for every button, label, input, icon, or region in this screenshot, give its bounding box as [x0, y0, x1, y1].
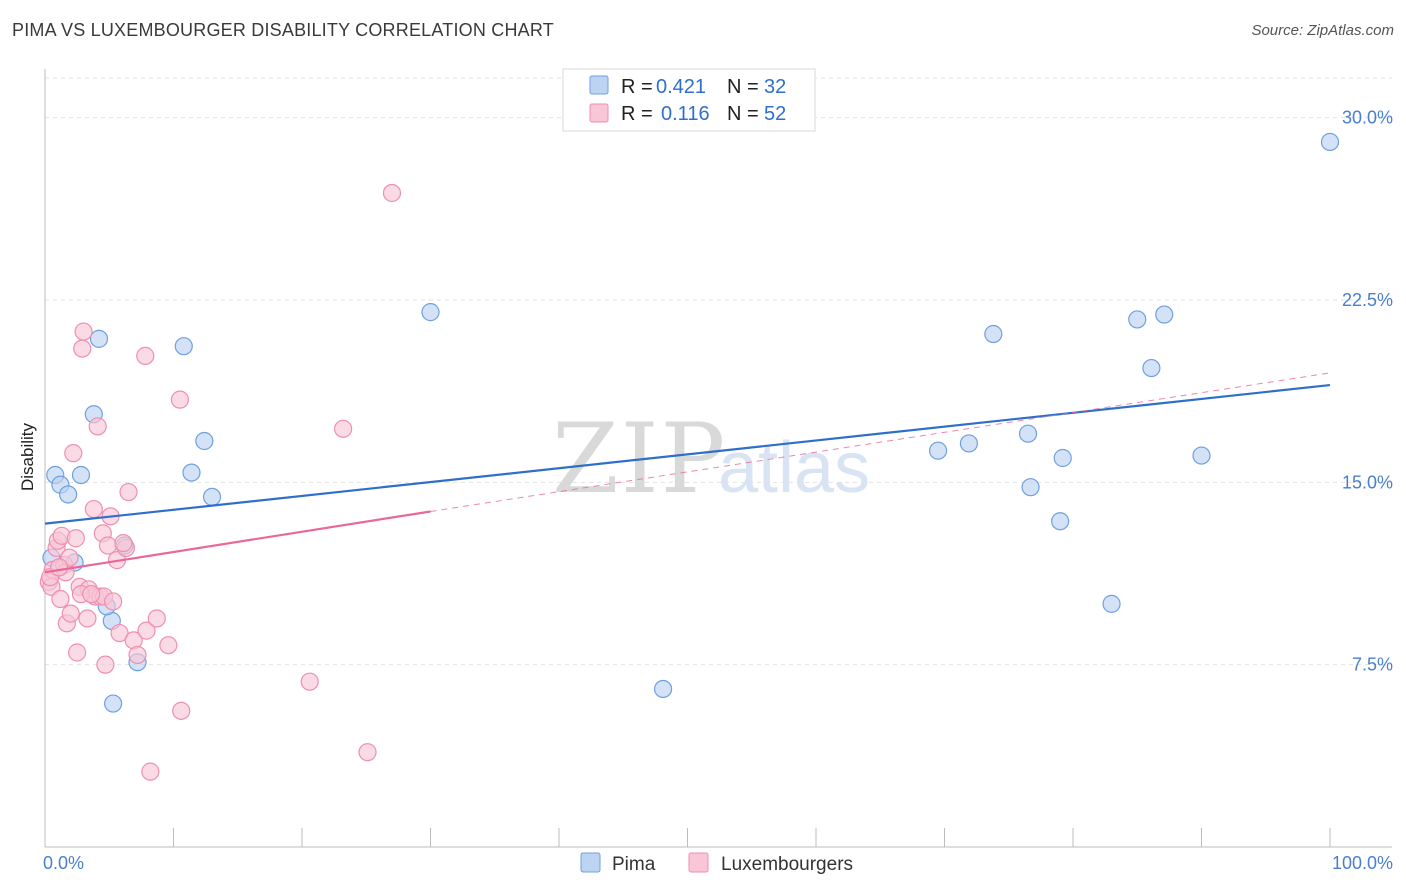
lux-point	[147, 609, 166, 628]
lux-point	[104, 592, 123, 611]
lux-point	[98, 536, 118, 555]
lux-point	[382, 183, 402, 203]
chart-title: PIMA VS LUXEMBOURGER DISABILITY CORRELAT…	[12, 20, 554, 40]
bottom-legend-swatch-lux	[688, 852, 709, 873]
legend-n-label-lux: N =	[727, 103, 759, 125]
pima-point	[1102, 594, 1121, 613]
y-tick-label: 15.0%	[1342, 472, 1393, 492]
y-tick-label: 7.5%	[1352, 655, 1393, 675]
lux-point	[84, 499, 103, 519]
lux-point	[358, 743, 377, 762]
lux-point	[64, 444, 83, 463]
watermark-atlas: atlas	[718, 428, 870, 508]
lux-point	[66, 529, 85, 548]
pima-point	[195, 431, 214, 451]
source-label: Source: ZipAtlas.com	[1251, 22, 1394, 39]
lux-point	[51, 589, 70, 609]
lux-point	[68, 643, 87, 662]
lux-trend-line	[44, 510, 431, 574]
pima-point	[421, 303, 440, 322]
axis-layer	[44, 69, 1392, 848]
legend-n-value-lux: 52	[764, 103, 786, 125]
x-tick-label: 0.0%	[43, 853, 84, 873]
legend-r-value-lux: 0.116	[661, 103, 710, 125]
pima-point	[1021, 478, 1040, 497]
pima-point	[984, 324, 1003, 344]
legend-n-label-pima: N =	[727, 76, 759, 98]
lux-point	[128, 645, 147, 665]
pima-point	[1192, 446, 1211, 465]
y-tick-label: 30.0%	[1342, 108, 1393, 128]
trend-layer	[44, 372, 1331, 574]
bottom-legend: Pima Luxembourgers	[580, 852, 853, 875]
lux-point	[172, 701, 191, 720]
pima-trend-line	[44, 383, 1331, 525]
lux-point	[119, 482, 138, 502]
pima-point	[1051, 512, 1070, 531]
legend-r-label-pima: R =	[621, 76, 653, 98]
lux-point	[110, 623, 129, 643]
lux-point	[170, 390, 190, 409]
pima-point	[104, 694, 123, 713]
pima-point	[71, 465, 91, 485]
lux-point	[114, 533, 133, 553]
grid-layer	[45, 77, 1392, 666]
bottom-legend-swatch-pima	[580, 852, 601, 873]
lux-point	[82, 585, 101, 604]
lux-point	[74, 322, 93, 341]
pima-point	[1018, 424, 1038, 443]
lux-point	[78, 609, 97, 628]
lux-point	[136, 346, 155, 365]
pima-point	[1053, 448, 1072, 468]
lux-point	[137, 621, 156, 640]
legend: R = 0.421 N = 32 R = 0.116 N = 52	[562, 68, 816, 132]
points-layer	[39, 132, 1340, 781]
legend-swatch-pima	[589, 75, 609, 95]
pima-point	[1320, 132, 1340, 152]
legend-n-value-pima: 32	[764, 76, 786, 98]
pima-point	[928, 441, 948, 460]
pima-point	[89, 329, 109, 348]
pima-point	[1155, 305, 1174, 324]
bottom-legend-label-pima: Pima	[612, 854, 656, 875]
pima-point	[174, 337, 193, 356]
legend-r-value-pima: 0.421	[656, 76, 706, 98]
y-tick-label: 22.5%	[1342, 290, 1393, 310]
lux-point	[96, 655, 115, 674]
pima-point	[1142, 358, 1161, 378]
watermark: ZIP atlas	[552, 403, 870, 515]
tick-label-layer: 7.5% 15.0% 22.5% 30.0% 0.0% 100.0%	[43, 108, 1393, 873]
pima-point	[182, 463, 201, 482]
lux-point	[159, 636, 178, 655]
pima-point	[202, 487, 222, 506]
x-tick-label: 100.0%	[1332, 853, 1393, 873]
pima-point	[1128, 310, 1147, 329]
lux-trend-extension	[430, 372, 1331, 512]
lux-point	[334, 419, 353, 438]
pima-point	[959, 434, 979, 453]
legend-r-label-lux: R =	[621, 103, 653, 125]
y-axis-label: Disability	[18, 422, 37, 491]
legend-swatch-lux	[589, 103, 609, 123]
pima-point	[59, 485, 78, 504]
lux-point	[141, 762, 160, 781]
lux-point	[300, 672, 319, 691]
pima-point	[653, 679, 673, 699]
lux-point	[88, 417, 107, 436]
lux-point	[61, 604, 80, 623]
lux-point	[73, 339, 92, 358]
lux-point	[50, 558, 69, 577]
bottom-legend-label-lux: Luxembourgers	[721, 854, 853, 875]
